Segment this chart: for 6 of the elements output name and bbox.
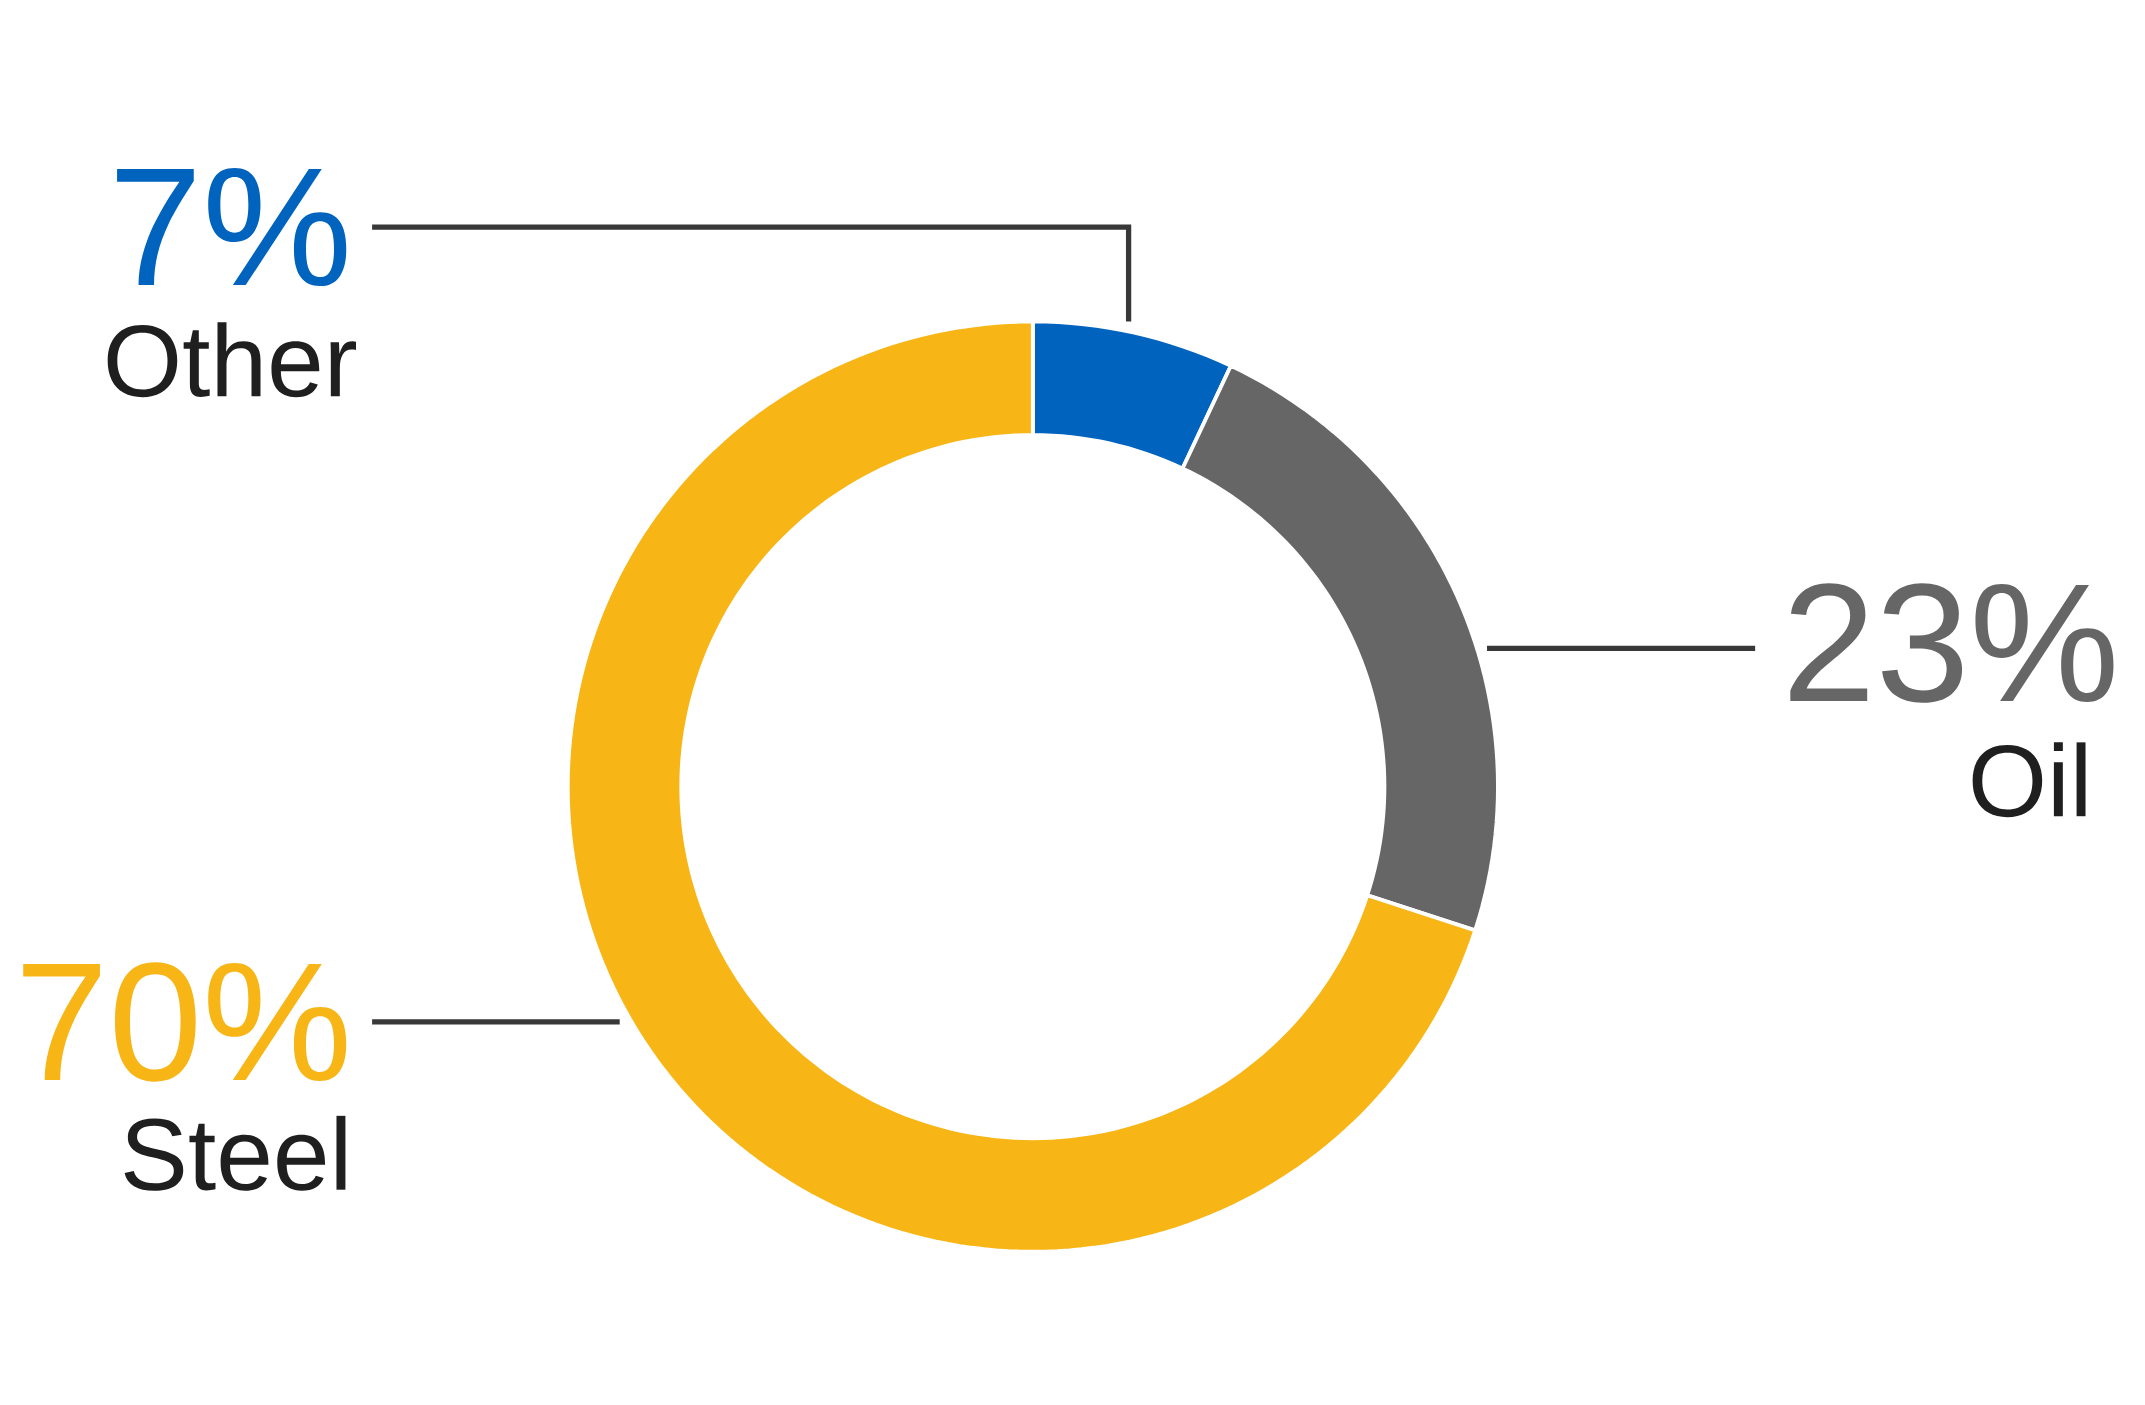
- data-label: 70%: [23, 962, 347, 1082]
- slice-label: Steel: [124, 1115, 346, 1191]
- data-label: 23%: [1790, 583, 2114, 703]
- slice-label: Other: [107, 322, 357, 398]
- slice-label: Oil: [1972, 742, 2086, 818]
- data-label: 7%: [117, 168, 347, 287]
